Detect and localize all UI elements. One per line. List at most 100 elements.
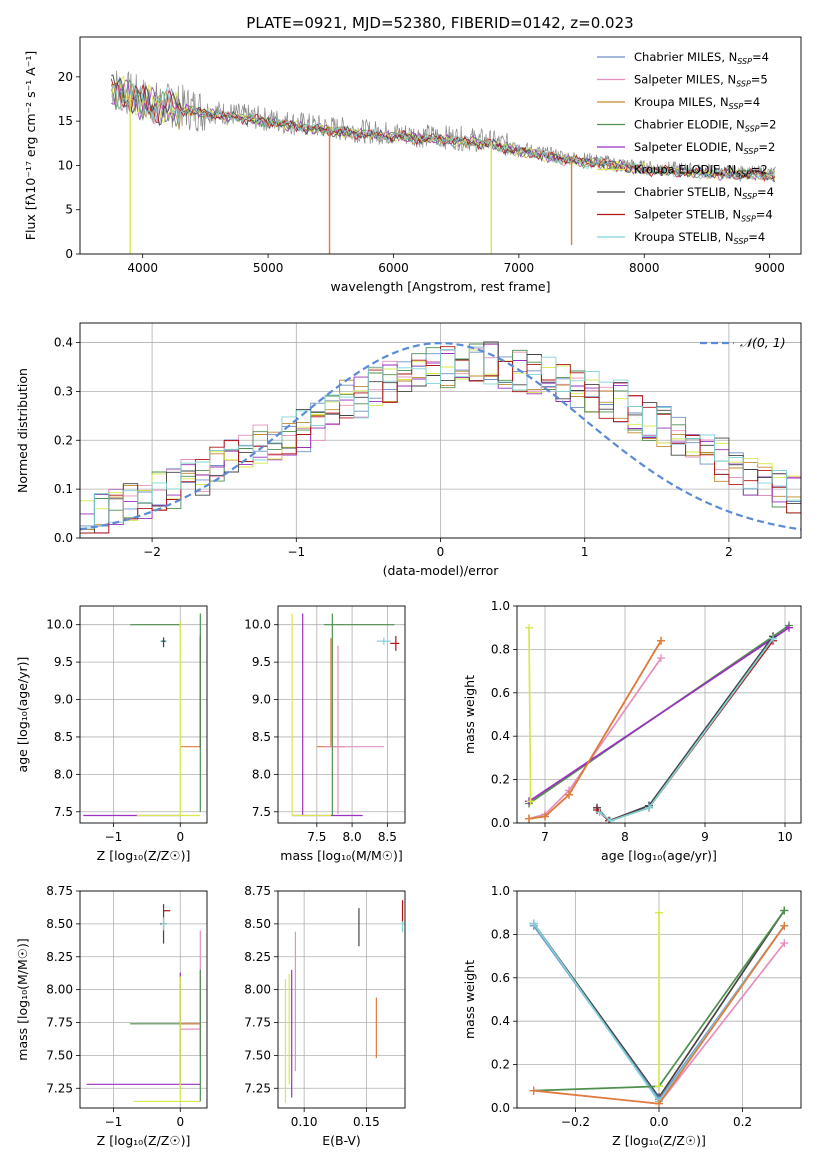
age-Z-ylabel: age [log₁₀(age/yr)] <box>15 657 30 773</box>
age-mass-ytick-label: 9.5 <box>252 655 271 669</box>
residuals-xtick-label: 1 <box>581 545 589 559</box>
mass-EBV-ytick-label: 8.75 <box>244 884 271 898</box>
weight-point-marker <box>565 790 573 799</box>
weight-Z-ytick-label: 1.0 <box>491 884 510 898</box>
weight-point-marker <box>525 814 533 823</box>
weight-age-ytick-label: 0.8 <box>491 642 510 656</box>
weight-point-marker <box>525 623 533 632</box>
residuals-legend: 𝒩(0, 1) <box>700 335 786 350</box>
residuals-xtick-label: 2 <box>725 545 733 559</box>
mass-EBV-xtick-label: 0.10 <box>291 1115 318 1129</box>
weight-age-ytick-label: 0.2 <box>491 773 510 787</box>
spectrum-plot-area <box>110 70 776 254</box>
weight-series-line <box>528 627 532 802</box>
mass-Z-frame <box>79 890 208 1109</box>
age-mass-xtick-label: 8.0 <box>343 830 362 844</box>
weight-point-marker <box>780 906 789 915</box>
residual-histogram-step <box>80 346 801 529</box>
mass-Z-panel: −1 0 7.25 7.50 7.75 8.00 8.25 8.50 8.75 Z [log₁₀(… <box>15 884 208 1148</box>
weight-point-marker <box>780 939 789 948</box>
legend-entry: Kroupa STELIB, NSSP=4 <box>634 230 765 246</box>
age-mass-frame <box>277 605 406 824</box>
weight-point-marker <box>595 808 604 817</box>
legend-entry: Kroupa MILES, NSSP=4 <box>634 95 760 111</box>
age-Z-frame <box>79 605 208 824</box>
age-Z-ytick-label: 9.0 <box>54 693 73 707</box>
spectrum-model-line <box>110 78 776 183</box>
legend-entry: Kroupa ELODIE, NSSP=2 <box>634 163 768 179</box>
age-mass-ytick-label: 9.0 <box>252 693 271 707</box>
weight-age-xtick-label: 10 <box>777 830 792 844</box>
mass-EBV-ytick-label: 8.00 <box>244 983 271 997</box>
age-mass-ytick-label: 10.0 <box>244 618 271 632</box>
residuals-ytick-label: 0.1 <box>54 482 73 496</box>
spectrum-xtick-label: 9000 <box>754 261 785 275</box>
weight-point-marker <box>780 921 789 930</box>
age-mass-xtick-label: 7.5 <box>307 830 326 844</box>
spectrum-xlabel: wavelength [Angstrom, rest frame] <box>330 279 550 294</box>
mass-Z-ytick-label: 8.25 <box>46 950 73 964</box>
weight-series-line <box>596 635 774 822</box>
weight-age-xtick-label: 7 <box>541 830 549 844</box>
legend-entry: Salpeter ELODIE, NSSP=2 <box>634 140 775 156</box>
weight-point-marker <box>606 816 615 823</box>
spectrum-panel: 4000 5000 6000 7000 8000 9000 0 5 10 15 20 waveleng… <box>23 36 802 294</box>
age-Z-xtick-label: 0 <box>176 830 184 844</box>
mass-Z-ytick-label: 8.75 <box>46 884 73 898</box>
spectrum-legend: Chabrier MILES, NSSP=4 Salpeter MILES, NS… <box>597 50 776 246</box>
spectrum-model-line <box>111 83 776 181</box>
residuals-frame <box>79 322 802 539</box>
mass-Z-xtick-label: −1 <box>105 1115 123 1129</box>
weight-age-frame <box>516 605 802 824</box>
spectrum-ytick-label: 20 <box>58 70 73 84</box>
weight-point-marker <box>529 919 538 928</box>
age-mass-plot-area <box>291 613 400 817</box>
weight-point-marker <box>657 654 665 663</box>
age-Z-panel: −1 0 7.5 8.0 8.5 9.0 9.5 10.0 Z [log₁₀(Z/Z☉)] age… <box>15 605 208 863</box>
mass-Z-ytick-label: 8.00 <box>46 983 73 997</box>
weight-age-ytick-label: 0.6 <box>491 686 510 700</box>
figure-title: PLATE=0921, MJD=52380, FIBERID=0142, z=0… <box>246 14 633 32</box>
weight-Z-xtick-label: −0.2 <box>561 1115 590 1129</box>
age-Z-xtick-label: −1 <box>105 830 123 844</box>
residuals-ytick-label: 0.3 <box>54 384 73 398</box>
mass-EBV-frame <box>277 890 406 1109</box>
spectrum-xtick-label: 5000 <box>253 261 284 275</box>
normal-curve <box>80 341 801 531</box>
residuals-plot-area <box>80 341 801 534</box>
mass-EBV-ytick-label: 7.25 <box>244 1081 271 1095</box>
weight-series-line <box>528 657 662 820</box>
residuals-xtick-label: −2 <box>143 545 161 559</box>
weight-Z-plot-area <box>529 906 789 1108</box>
weight-Z-panel: −0.2 0.0 0.2 0.0 0.2 0.4 0.6 0.8 1.0 Z [log₁₀(Z/Z… <box>462 884 802 1148</box>
residuals-xtick-label: −1 <box>287 545 305 559</box>
spectrum-ytick-label: 15 <box>58 114 73 128</box>
age-Z-ytick-label: 8.5 <box>54 730 73 744</box>
spectrum-frame <box>79 36 802 255</box>
residuals-ytick-label: 0.4 <box>54 336 73 350</box>
age-mass-xlabel: mass [log₁₀(M/M☉)] <box>280 848 402 863</box>
weight-series-line <box>528 626 790 803</box>
age-Z-ytick-label: 10.0 <box>46 618 73 632</box>
weight-age-xtick-label: 9 <box>701 830 709 844</box>
mass-Z-ytick-label: 7.75 <box>46 1016 73 1030</box>
weight-Z-ytick-label: 0.8 <box>491 927 510 941</box>
weight-Z-frame <box>516 890 802 1109</box>
weight-age-ytick-label: 0.4 <box>491 729 510 743</box>
weight-age-plot-area <box>525 621 793 823</box>
weight-point-marker <box>657 636 665 645</box>
mass-Z-ylabel: mass [log₁₀(M/M☉)] <box>15 938 30 1060</box>
residuals-xtick-label: 0 <box>437 545 445 559</box>
spectrum-xtick-label: 7000 <box>504 261 535 275</box>
weight-Z-xtick-label: 0.0 <box>649 1115 668 1129</box>
weight-series-line <box>528 640 662 820</box>
weight-series-line <box>596 640 774 822</box>
spectrum-xtick-label: 6000 <box>378 261 409 275</box>
mass-Z-xtick-label: 0 <box>176 1115 184 1129</box>
age-Z-ytick-label: 9.5 <box>54 655 73 669</box>
legend-entry: Salpeter STELIB, NSSP=4 <box>634 208 773 224</box>
mass-EBV-panel: 0.10 0.15 7.25 7.50 7.75 8.00 8.25 8.50 8.75 E(B-… <box>244 884 406 1148</box>
legend-entry: Chabrier ELODIE, NSSP=2 <box>634 118 776 134</box>
mass-Z-ytick-label: 7.25 <box>46 1081 73 1095</box>
mass-EBV-ytick-label: 7.75 <box>244 1016 271 1030</box>
